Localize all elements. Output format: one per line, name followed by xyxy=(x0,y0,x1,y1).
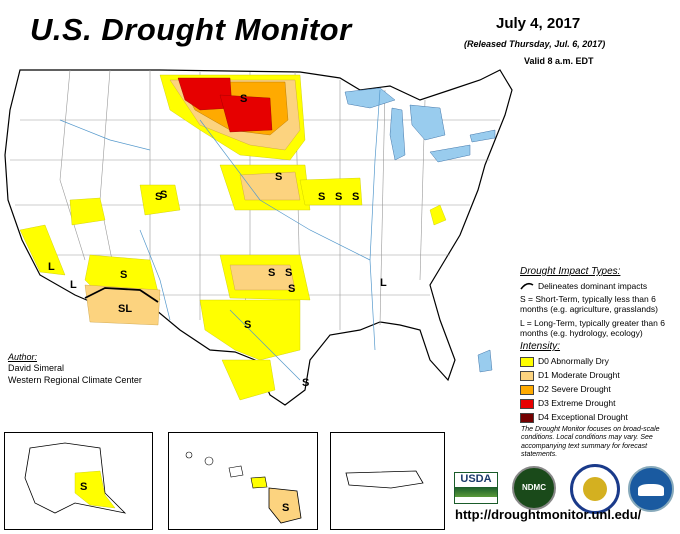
legend: Drought Impact Types: Delineates dominan… xyxy=(520,266,676,423)
intensity-row-3: D3 Extreme Drought xyxy=(520,398,676,409)
impact-label-s-oklahoma-2: S xyxy=(285,267,292,279)
intensity-row-4: D4 Exceptional Drought xyxy=(520,412,676,423)
impact-label-s-utah: S xyxy=(155,191,162,203)
author-block: Author: David Simeral Western Regional C… xyxy=(8,352,142,386)
alaska-impact-label: S xyxy=(80,481,87,493)
great-lakes xyxy=(344,87,496,373)
impact-types-heading: Drought Impact Types: xyxy=(520,266,621,277)
impact-label-s-oklahoma-3: S xyxy=(288,283,295,295)
website-url[interactable]: http://droughtmonitor.unl.edu/ xyxy=(455,507,642,522)
release-date: (Released Thursday, Jul. 6, 2017) xyxy=(464,39,606,49)
impact-label-s-montana: S xyxy=(160,189,167,201)
impact-label-s-texas-coast: S xyxy=(302,377,309,389)
delineates-text: Delineates dominant impacts xyxy=(538,281,648,291)
valid-time: Valid 8 a.m. EDT xyxy=(524,56,594,66)
intensity-label: D3 Extreme Drought xyxy=(538,397,616,408)
s-desc: S = Short-Term, typically less than 6 mo… xyxy=(520,294,658,315)
drought-d3 xyxy=(177,77,273,133)
puerto-rico-inset xyxy=(330,432,445,530)
intensity-row-0: D0 Abnormally Dry xyxy=(520,356,676,367)
intensity-swatch xyxy=(520,384,534,395)
intensity-heading: Intensity: xyxy=(520,340,561,352)
rivers xyxy=(59,89,381,381)
impact-label-s-iowa-1: S xyxy=(318,191,325,203)
l-desc: L = Long-Term, typically greater than 6 … xyxy=(520,317,665,338)
intensity-label: D2 Severe Drought xyxy=(538,383,611,394)
impact-label-s-texas: S xyxy=(244,319,251,331)
author-org: Western Regional Climate Center xyxy=(8,374,142,385)
impact-label-s-iowa-2: S xyxy=(335,191,342,203)
impact-label-sl-arizona: SL xyxy=(118,303,132,315)
impact-label-s-nebraska: S xyxy=(275,171,282,183)
disclaimer-note: The Drought Monitor focuses on broad-sca… xyxy=(521,426,660,459)
author-heading: Author: xyxy=(8,352,38,362)
ndmc-logo-text: NDMC xyxy=(522,483,546,492)
hawaii-inset: S xyxy=(168,432,318,530)
commerce-seal-logo xyxy=(570,464,620,514)
hawaii-map: S xyxy=(185,451,302,524)
impact-label-s-north-dakota: S xyxy=(240,93,247,105)
impact-boundary xyxy=(84,287,159,303)
usda-logo-text: USDA xyxy=(460,473,492,485)
boundary-line-icon xyxy=(520,282,534,290)
intensity-swatch xyxy=(520,412,534,423)
map-title: U.S. Drought Monitor xyxy=(30,12,352,47)
intensity-swatch xyxy=(520,356,534,367)
intensity-row-1: D1 Moderate Drought xyxy=(520,370,676,381)
hawaii-impact-label: S xyxy=(282,502,289,514)
intensity-list: D0 Abnormally Dry D1 Moderate Drought D2 S… xyxy=(520,356,676,423)
impact-label-s-arizona: S xyxy=(120,269,127,281)
intensity-swatch xyxy=(520,398,534,409)
usda-logo: USDA xyxy=(454,472,498,504)
intensity-label: D0 Abnormally Dry xyxy=(538,355,609,366)
delineates-row: Delineates dominant impacts xyxy=(520,281,676,291)
intensity-label: D4 Exceptional Drought xyxy=(538,411,628,422)
impact-label-s-iowa-3: S xyxy=(352,191,359,203)
ndmc-logo: NDMC xyxy=(512,466,556,510)
noaa-logo xyxy=(628,466,674,512)
impact-label-l-california-2: L xyxy=(70,279,77,291)
puerto-rico-map xyxy=(345,470,424,489)
impact-label-l-mississippi: L xyxy=(380,277,387,289)
map-date: July 4, 2017 xyxy=(496,15,581,32)
intensity-row-2: D2 Severe Drought xyxy=(520,384,676,395)
impact-label-s-oklahoma-1: S xyxy=(268,267,275,279)
alaska-map: S xyxy=(24,442,127,514)
intensity-label: D1 Moderate Drought xyxy=(538,369,620,380)
intensity-swatch xyxy=(520,370,534,381)
author-name: David Simeral xyxy=(8,363,65,374)
impact-label-l-california: L xyxy=(48,261,55,273)
alaska-inset: S xyxy=(4,432,153,530)
